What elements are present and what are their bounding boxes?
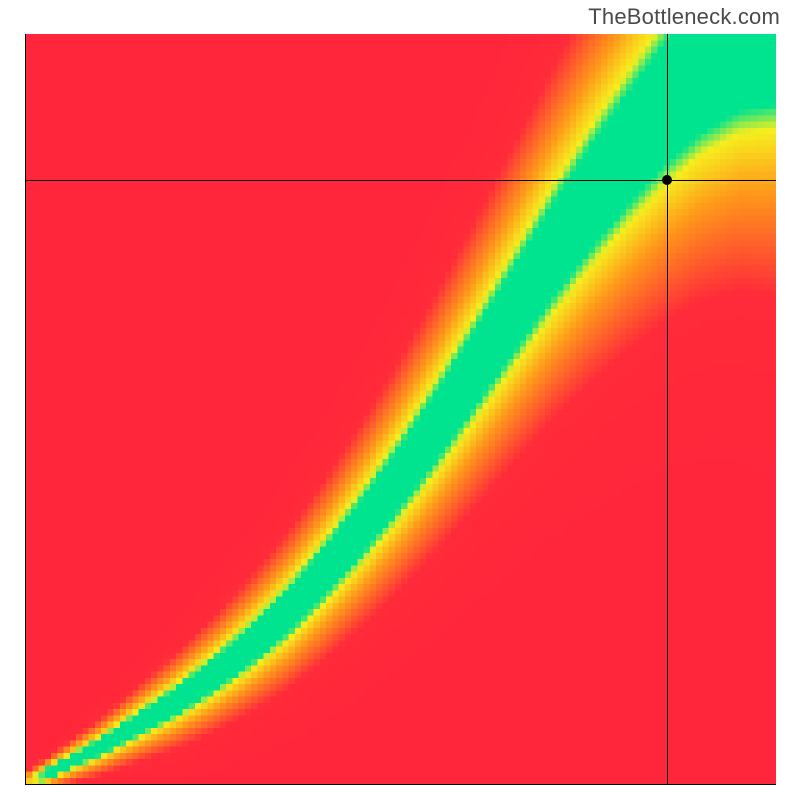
chart-container: TheBottleneck.com [0, 0, 800, 800]
marker-point [662, 175, 672, 185]
watermark-text: TheBottleneck.com [588, 4, 780, 30]
plot-area [25, 34, 776, 785]
crosshair-vertical [667, 34, 668, 784]
heatmap-canvas [26, 34, 776, 784]
